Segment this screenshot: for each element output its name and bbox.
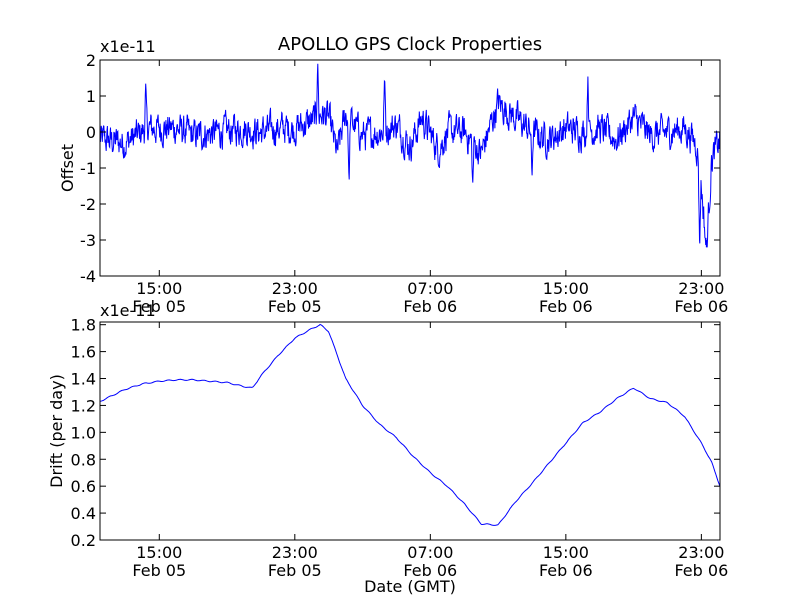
drift-xtick-date: Feb 05 <box>132 561 186 580</box>
drift-x-axis-label: Date (GMT) <box>364 577 456 596</box>
drift-ytick-label: 1.2 <box>71 396 96 415</box>
offset-ytick-label: -4 <box>80 267 96 286</box>
offset-line <box>99 63 721 248</box>
offset-xtick-time: 23:00 <box>272 279 318 298</box>
drift-xtick-time: 15:00 <box>136 543 182 562</box>
offset-axes-frame <box>99 59 721 277</box>
offset-xtick-date: Feb 05 <box>132 297 186 316</box>
drift-ytick-label: 0.2 <box>71 531 96 550</box>
drift-xtick-date: Feb 06 <box>674 561 728 580</box>
drift-xtick-date: Feb 06 <box>539 561 593 580</box>
drift-ytick-label: 1.4 <box>71 370 96 389</box>
drift-xtick-time: 07:00 <box>407 543 453 562</box>
offset-xtick-date: Feb 06 <box>674 297 728 316</box>
figure-title: APOLLO GPS Clock Properties <box>278 34 542 55</box>
drift-ytick-label: 1.8 <box>71 316 96 335</box>
drift-y-scale-label: x1e-11 <box>100 301 156 320</box>
drift-axes-frame <box>99 321 721 541</box>
drift-series <box>99 323 721 526</box>
drift-xtick-time: 15:00 <box>543 543 589 562</box>
offset-y-axis-label: Offset <box>58 144 77 192</box>
offset-xtick-date: Feb 06 <box>403 297 457 316</box>
drift-line <box>99 323 721 526</box>
drift-ytick-label: 1.6 <box>71 343 96 362</box>
drift-xtick-time: 23:00 <box>678 543 724 562</box>
drift-ytick-label: 0.4 <box>71 504 96 523</box>
offset-ytick-label: 2 <box>86 51 96 70</box>
offset-xtick-date: Feb 05 <box>268 297 322 316</box>
drift-ytick-label: 1.0 <box>71 423 96 442</box>
offset-xtick-time: 15:00 <box>136 279 182 298</box>
drift-y-axis-label: Drift (per day) <box>47 374 66 488</box>
offset-xtick-time: 07:00 <box>407 279 453 298</box>
drift-xtick-time: 23:00 <box>272 543 318 562</box>
offset-ytick-label: 1 <box>86 87 96 106</box>
offset-ytick-label: -3 <box>80 231 96 250</box>
drift-xtick-date: Feb 05 <box>268 561 322 580</box>
offset-ytick-label: -1 <box>80 159 96 178</box>
offset-xtick-date: Feb 06 <box>539 297 593 316</box>
offset-xtick-time: 15:00 <box>543 279 589 298</box>
offset-ytick-label: 0 <box>86 123 96 142</box>
drift-ytick-label: 0.8 <box>71 450 96 469</box>
offset-ytick-label: -2 <box>80 195 96 214</box>
offset-series <box>99 63 721 248</box>
drift-xtick-date: Feb 06 <box>403 561 457 580</box>
drift-ytick-label: 0.6 <box>71 477 96 496</box>
offset-xtick-time: 23:00 <box>678 279 724 298</box>
offset-y-scale-label: x1e-11 <box>100 37 156 56</box>
